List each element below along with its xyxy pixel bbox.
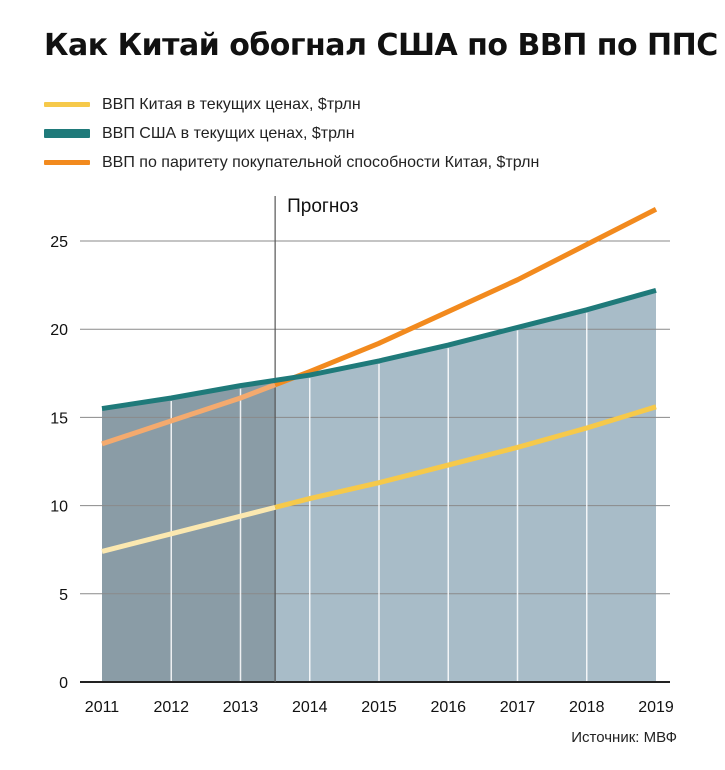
- legend-item-us-gdp: ВВП США в текущих ценах, $трлн: [44, 119, 539, 148]
- x-tick-label-2015: 2015: [361, 699, 397, 716]
- y-tick-label-25: 25: [50, 234, 68, 251]
- y-tick-label-10: 10: [50, 499, 68, 516]
- legend-swatch-china-gdp: [44, 102, 90, 107]
- legend-label-china-gdp: ВВП Китая в текущих ценах, $трлн: [102, 95, 361, 113]
- x-tick-label-2016: 2016: [430, 699, 466, 716]
- legend-label-us-gdp: ВВП США в текущих ценах, $трлн: [102, 124, 355, 142]
- series-line-us-gdp-historical: [101, 377, 276, 412]
- x-tick-label-2011: 2011: [85, 699, 120, 716]
- x-tick-label-2018: 2018: [569, 699, 605, 716]
- x-tick-label-2014: 2014: [292, 699, 328, 716]
- x-tick-label-2017: 2017: [500, 699, 536, 716]
- y-tick-label-0: 0: [59, 675, 68, 692]
- x-tick-label-2013: 2013: [223, 699, 259, 716]
- series-line-china-ppp-historical: [101, 382, 277, 447]
- legend-item-china-gdp: ВВП Китая в текущих ценах, $трлн: [44, 90, 539, 119]
- x-tick-label-2019: 2019: [638, 699, 674, 716]
- legend-label-china-ppp: ВВП по паритету покупательной способност…: [102, 153, 540, 171]
- y-tick-label-20: 20: [50, 322, 68, 339]
- legend: ВВП Китая в текущих ценах, $трлн ВВП США…: [44, 90, 539, 177]
- area-us-forecast: [275, 290, 656, 682]
- x-tick-label-2012: 2012: [153, 699, 189, 716]
- series-line-china-gdp-historical: [101, 504, 276, 554]
- legend-swatch-us-gdp: [44, 129, 90, 138]
- y-tick-label-5: 5: [59, 587, 68, 604]
- chart-title: Как Китай обогнал США по ВВП по ППС: [44, 28, 718, 63]
- source-note: Источник: МВФ: [571, 729, 677, 746]
- legend-item-china-ppp: ВВП по паритету покупательной способност…: [44, 148, 539, 177]
- legend-swatch-china-ppp: [44, 160, 90, 165]
- forecast-label: Прогноз: [287, 196, 358, 217]
- y-tick-label-15: 15: [50, 410, 68, 427]
